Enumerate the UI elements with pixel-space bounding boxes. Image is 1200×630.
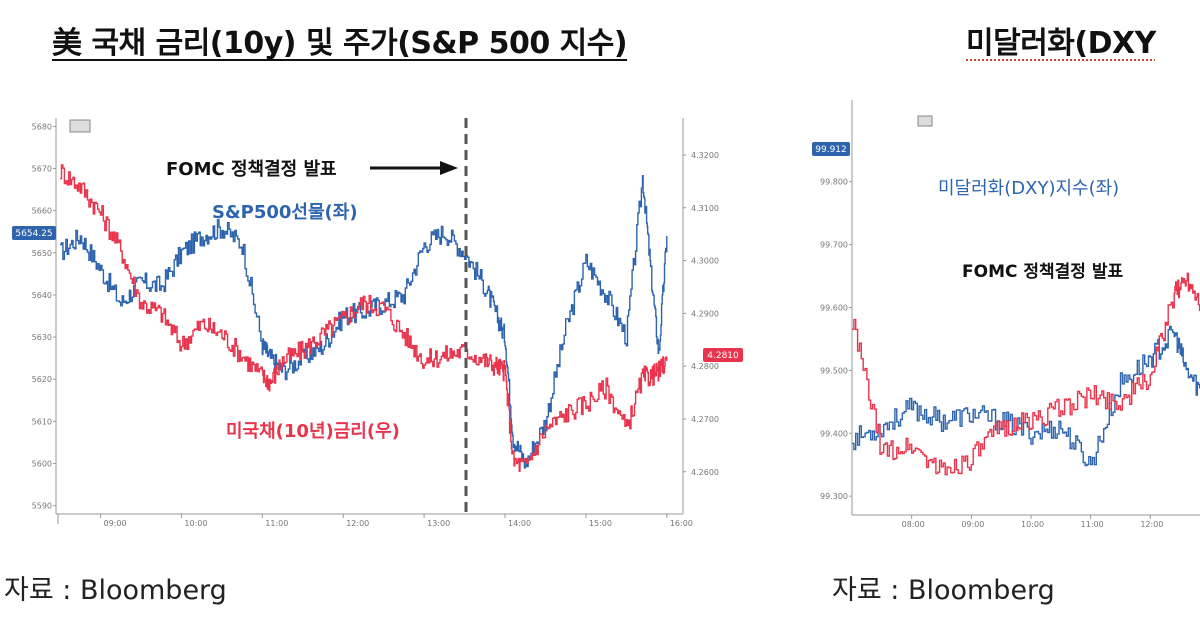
left-y-tick-label: 5590 — [32, 502, 52, 511]
left-y-tick-label: 5610 — [32, 417, 52, 426]
last-value-left-text: 5654.25 — [15, 229, 52, 239]
left-x-tick-label: 15:00 — [589, 519, 612, 528]
dxy-series-label: 미달러화(DXY)지수(좌) — [938, 178, 1119, 199]
fomc-arrow-head — [440, 161, 458, 175]
sp500-series-label: S&P500선물(좌) — [212, 202, 358, 223]
left-x-tick-label: 13:00 — [427, 519, 450, 528]
dxy-y-tick-label: 99.500 — [820, 366, 848, 375]
left-y-tick-label: 5670 — [32, 165, 52, 174]
right-chart-title: 미달러화(DXY — [966, 26, 1156, 61]
left-y-tick-label: 5620 — [32, 375, 52, 384]
dxy-x-tick-label: 09:00 — [961, 520, 984, 529]
left-x-tick-label: 12:00 — [346, 519, 369, 528]
left-y-tick-label: 5680 — [32, 122, 52, 131]
dxy-y-tick-label: 99.300 — [820, 492, 848, 501]
bond-series-line — [60, 164, 668, 472]
left-x-tick-label: 16:00 — [670, 519, 693, 528]
last-value-badge-left: 5654.25 — [12, 226, 56, 240]
left-y-tick-label: 5650 — [32, 249, 52, 258]
right-source-text: 자료 : Bloomberg — [832, 575, 1055, 606]
left-x-tick-label: 11:00 — [265, 519, 288, 528]
left-y-tick-label: 5600 — [32, 459, 52, 468]
left-chart-title: 美 국채 금리(10y) 및 주가(S&P 500 지수) — [52, 26, 628, 61]
last-value-dxy-text: 99.912 — [815, 145, 847, 155]
left-panel: 美 국채 금리(10y) 및 주가(S&P 500 지수) 5590 5600 56… — [4, 26, 743, 606]
left-chart: 5590 5600 5610 5620 5630 5640 5650 5660 5670 5680… — [12, 118, 743, 528]
dxy-series-line — [852, 325, 1200, 467]
dxy-x-tick-label: 12:00 — [1140, 520, 1163, 529]
right-y-tick-label: 4.2700 — [691, 415, 719, 424]
left-y-tick-label: 5660 — [32, 207, 52, 216]
dxy-x-tick-label: 08:00 — [902, 520, 925, 529]
last-value-right-text: 4.2810 — [707, 351, 739, 361]
dxy-x-tick-label: 10:00 — [1021, 520, 1044, 529]
right-y-tick-label: 4.3200 — [691, 151, 719, 160]
right-chart-corner-icon — [917, 115, 933, 127]
dxy-red-series-line — [852, 272, 1200, 476]
dxy-y-tick-label: 99.600 — [820, 304, 848, 313]
left-chart-corner-icon — [69, 119, 91, 133]
last-value-badge-right: 4.2810 — [703, 348, 743, 362]
left-x-tick-label: 10:00 — [184, 519, 207, 528]
right-y-tick-label: 4.3100 — [691, 204, 719, 213]
left-x-tick-label: 09:00 — [103, 519, 126, 528]
left-x-tick-label: 14:00 — [508, 519, 531, 528]
dxy-x-tick-label: 11:00 — [1081, 520, 1104, 529]
dxy-y-tick-label: 99.700 — [820, 241, 848, 250]
fomc-annotation-right: FOMC 정책결정 발표 — [962, 262, 1123, 282]
bond-series-label: 미국채(10년)금리(우) — [226, 421, 400, 442]
left-y-tick-label: 5640 — [32, 291, 52, 300]
right-y-tick-label: 4.2600 — [691, 468, 719, 477]
sp500-series-line — [60, 175, 668, 469]
last-value-badge-dxy: 99.912 — [812, 142, 850, 156]
left-y-tick-label: 5630 — [32, 333, 52, 342]
right-y-tick-label: 4.3000 — [691, 257, 719, 266]
right-chart: 99.300 99.400 99.500 99.600 99.700 99.800 08:0… — [812, 100, 1200, 529]
right-y-tick-label: 4.2900 — [691, 309, 719, 318]
right-y-tick-label: 4.2800 — [691, 362, 719, 371]
dxy-y-tick-label: 99.400 — [820, 429, 848, 438]
left-source-text: 자료 : Bloomberg — [4, 575, 227, 606]
dxy-y-tick-label: 99.800 — [820, 178, 848, 187]
right-panel: 미달러화(DXY 99.300 99.400 99.500 99.600 99.700 9… — [790, 0, 1200, 630]
fomc-annotation-left: FOMC 정책결정 발표 — [166, 159, 337, 180]
